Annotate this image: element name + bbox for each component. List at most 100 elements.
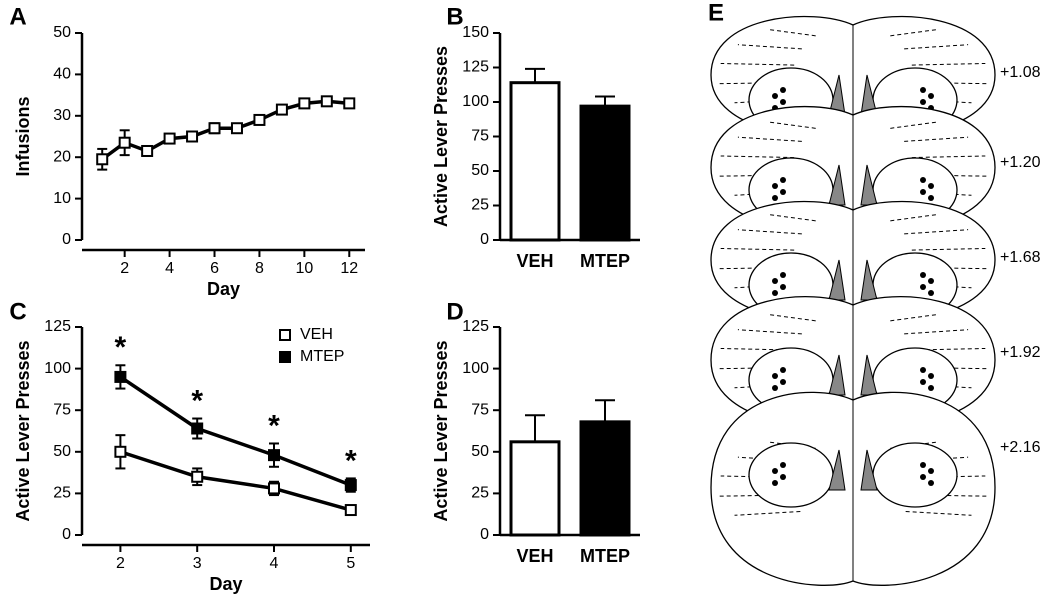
striatum xyxy=(748,442,834,508)
y-tick-label: 75 xyxy=(53,401,71,418)
region-line xyxy=(904,229,969,235)
x-tick-label: 12 xyxy=(340,260,358,277)
region-line xyxy=(911,247,986,251)
section-label: +2.16 xyxy=(1000,439,1041,456)
y-tick-label: 40 xyxy=(53,66,71,83)
region-line xyxy=(769,214,816,222)
region-line xyxy=(769,29,816,37)
region-line xyxy=(890,314,937,322)
placement-dot xyxy=(920,367,926,373)
placement-dot xyxy=(928,93,934,99)
placement-dot xyxy=(772,183,778,189)
y-tick-label: 75 xyxy=(471,401,489,418)
x-axis-label: Day xyxy=(209,574,242,594)
region-line xyxy=(769,121,816,129)
panel-label: D xyxy=(446,298,463,325)
marker xyxy=(268,482,280,495)
marker xyxy=(186,130,199,143)
legend-label: MTEP xyxy=(300,348,344,365)
section-label: +1.20 xyxy=(1000,154,1041,171)
ventricle xyxy=(860,449,878,491)
line xyxy=(119,450,352,512)
y-tick-label: 10 xyxy=(53,190,71,207)
placement-dot xyxy=(928,278,934,284)
placement-dot xyxy=(772,468,778,474)
marker xyxy=(114,370,127,383)
brain-section: +1.08 xyxy=(710,15,1041,137)
x-tick-label: 2 xyxy=(116,555,125,572)
marker xyxy=(344,504,357,517)
placement-dot xyxy=(780,177,786,183)
y-tick-label: 50 xyxy=(53,24,71,41)
y-tick-label: 50 xyxy=(471,162,489,179)
brain-section: +2.16 xyxy=(710,391,1041,586)
annotation: * xyxy=(345,444,357,477)
region-line xyxy=(890,121,937,129)
x-tick-label: MTEP xyxy=(580,546,630,566)
placement-dot xyxy=(780,189,786,195)
section-label: +1.08 xyxy=(1000,64,1041,81)
placement-dot xyxy=(928,183,934,189)
region-line xyxy=(737,229,802,235)
y-tick-label: 100 xyxy=(462,360,489,377)
marker xyxy=(191,422,204,435)
line xyxy=(119,375,352,487)
marker xyxy=(208,122,221,135)
region-line xyxy=(904,329,969,335)
region-line xyxy=(904,44,969,50)
region-line xyxy=(719,494,794,497)
placement-dot xyxy=(772,373,778,379)
region-line xyxy=(720,247,795,251)
legend-label: VEH xyxy=(300,326,333,343)
placement-dot xyxy=(920,189,926,195)
y-tick-label: 25 xyxy=(53,485,71,502)
marker xyxy=(298,97,311,110)
y-tick-label: 0 xyxy=(480,231,489,248)
region-line xyxy=(911,155,986,159)
y-tick-label: 125 xyxy=(44,318,71,335)
region-line xyxy=(737,136,802,142)
marker xyxy=(96,153,109,166)
region-line xyxy=(737,44,802,50)
placement-dot xyxy=(928,480,934,486)
placement-dot xyxy=(780,87,786,93)
y-tick-label: 0 xyxy=(480,526,489,543)
x-tick-label: MTEP xyxy=(580,251,630,271)
region-line xyxy=(734,510,801,516)
marker xyxy=(141,144,154,157)
placement-dot xyxy=(920,272,926,278)
placement-dot xyxy=(920,462,926,468)
y-axis-label: Infusions xyxy=(13,97,33,177)
x-tick-label: 3 xyxy=(193,555,202,572)
marker xyxy=(320,95,333,108)
placement-dot xyxy=(772,195,778,201)
placement-dot xyxy=(780,272,786,278)
y-tick-label: 125 xyxy=(462,318,489,335)
placement-dot xyxy=(920,284,926,290)
marker xyxy=(114,445,127,458)
placement-dot xyxy=(780,379,786,385)
placement-dot xyxy=(920,87,926,93)
region-line xyxy=(720,155,795,159)
panel-label: A xyxy=(9,3,26,30)
region-line xyxy=(911,347,986,351)
marker xyxy=(230,122,243,135)
y-tick-label: 0 xyxy=(62,231,71,248)
region-line xyxy=(720,62,795,66)
y-axis-label: Active Lever Presses xyxy=(431,46,451,227)
line xyxy=(101,99,350,161)
placement-dot xyxy=(772,480,778,486)
panel-label: E xyxy=(708,0,724,26)
x-tick-label: 2 xyxy=(120,260,129,277)
x-tick-label: 5 xyxy=(346,555,355,572)
marker xyxy=(344,479,357,492)
y-tick-label: 30 xyxy=(53,107,71,124)
marker xyxy=(343,97,356,110)
placement-dot xyxy=(920,177,926,183)
x-tick-label: 6 xyxy=(210,260,219,277)
legend-marker xyxy=(279,351,291,363)
placement-dot xyxy=(780,99,786,105)
region-line xyxy=(890,214,937,222)
